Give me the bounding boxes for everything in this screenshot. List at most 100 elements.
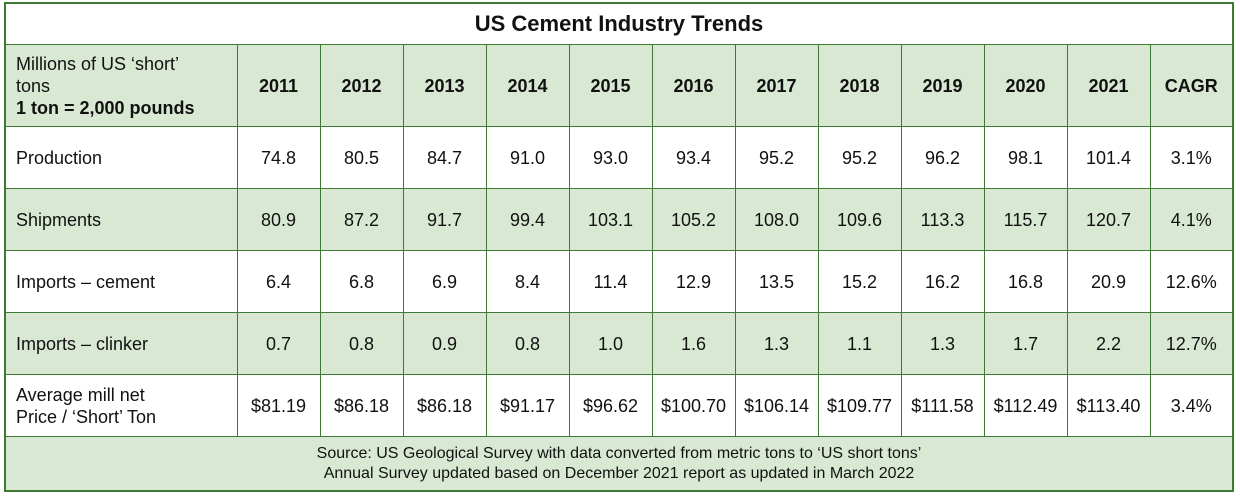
table-body: US Cement Industry Trends Millions of US… bbox=[4, 2, 1234, 492]
row-label-line: Shipments bbox=[16, 209, 102, 230]
cell: 0.8 bbox=[485, 312, 570, 375]
column-header: 2021 bbox=[1066, 44, 1151, 127]
column-header: 2017 bbox=[734, 44, 819, 127]
data-row: Average mill net Price / ‘Short’ Ton $81.1… bbox=[4, 374, 1234, 437]
cell: $96.62 bbox=[568, 374, 653, 437]
cell: 99.4 bbox=[485, 188, 570, 251]
column-header: 2012 bbox=[319, 44, 404, 127]
cell: $112.49 bbox=[983, 374, 1068, 437]
cell: 12.6% bbox=[1149, 250, 1234, 313]
column-header: 2011 bbox=[236, 44, 321, 127]
cell: 12.9 bbox=[651, 250, 736, 313]
cell: 6.9 bbox=[402, 250, 487, 313]
cell: 98.1 bbox=[983, 126, 1068, 189]
cement-table: US Cement Industry Trends Millions of US… bbox=[4, 2, 1234, 492]
column-header: 2016 bbox=[651, 44, 736, 127]
footer-line: Source: US Geological Survey with data c… bbox=[316, 444, 922, 462]
title-row: US Cement Industry Trends bbox=[4, 2, 1234, 45]
cell: 1.1 bbox=[817, 312, 902, 375]
cell: 80.5 bbox=[319, 126, 404, 189]
cell: $106.14 bbox=[734, 374, 819, 437]
data-row: Imports – clinker 0.7 0.8 0.9 0.8 1.0 1.6 1.3 1.… bbox=[4, 312, 1234, 375]
cell: 95.2 bbox=[734, 126, 819, 189]
column-header: 2020 bbox=[983, 44, 1068, 127]
cell: $86.18 bbox=[402, 374, 487, 437]
cell: 1.6 bbox=[651, 312, 736, 375]
cell: 1.3 bbox=[900, 312, 985, 375]
cell: 3.1% bbox=[1149, 126, 1234, 189]
column-header: 2013 bbox=[402, 44, 487, 127]
cell: 91.0 bbox=[485, 126, 570, 189]
cell: 11.4 bbox=[568, 250, 653, 313]
cell: 91.7 bbox=[402, 188, 487, 251]
row-label-line: Production bbox=[16, 147, 103, 168]
cell: $81.19 bbox=[236, 374, 321, 437]
row-label: Shipments bbox=[4, 188, 238, 251]
cell: 113.3 bbox=[900, 188, 985, 251]
cell: 13.5 bbox=[734, 250, 819, 313]
cell: 1.0 bbox=[568, 312, 653, 375]
cell: $86.18 bbox=[319, 374, 404, 437]
cell: 103.1 bbox=[568, 188, 653, 251]
cell: 87.2 bbox=[319, 188, 404, 251]
cell: 2.2 bbox=[1066, 312, 1151, 375]
column-header: 2014 bbox=[485, 44, 570, 127]
corner-line: 1 ton = 2,000 pounds bbox=[16, 97, 195, 118]
cell: 8.4 bbox=[485, 250, 570, 313]
cell: 6.4 bbox=[236, 250, 321, 313]
cell: 16.8 bbox=[983, 250, 1068, 313]
row-label: Imports – clinker bbox=[4, 312, 238, 375]
cell: $109.77 bbox=[817, 374, 902, 437]
cell: 74.8 bbox=[236, 126, 321, 189]
cell: 108.0 bbox=[734, 188, 819, 251]
cell: 12.7% bbox=[1149, 312, 1234, 375]
cell: 109.6 bbox=[817, 188, 902, 251]
data-row: Imports – cement 6.4 6.8 6.9 8.4 11.4 12.9 13.5… bbox=[4, 250, 1234, 313]
cell: 96.2 bbox=[900, 126, 985, 189]
footer-line: Annual Survey updated based on December … bbox=[323, 464, 915, 482]
cell: 16.2 bbox=[900, 250, 985, 313]
data-row: Shipments 80.9 87.2 91.7 99.4 103.1 105.2 108.0… bbox=[4, 188, 1234, 251]
cell: 0.7 bbox=[236, 312, 321, 375]
cell: 93.4 bbox=[651, 126, 736, 189]
row-label-line: Price / ‘Short’ Ton bbox=[16, 406, 157, 427]
cell: $111.58 bbox=[900, 374, 985, 437]
cell: 0.9 bbox=[402, 312, 487, 375]
header-row: Millions of US ‘short’ tons 1 ton = 2,000 … bbox=[4, 44, 1234, 127]
table-title: US Cement Industry Trends bbox=[4, 2, 1234, 45]
cell: 4.1% bbox=[1149, 188, 1234, 251]
row-label-line: Imports – cement bbox=[16, 271, 156, 292]
footer-cell: Source: US Geological Survey with data c… bbox=[4, 436, 1234, 492]
cell: $91.17 bbox=[485, 374, 570, 437]
cell: 15.2 bbox=[817, 250, 902, 313]
column-header: CAGR bbox=[1149, 44, 1234, 127]
column-header: 2015 bbox=[568, 44, 653, 127]
cell: 1.7 bbox=[983, 312, 1068, 375]
footer-row: Source: US Geological Survey with data c… bbox=[4, 436, 1234, 492]
corner-line: Millions of US ‘short’ bbox=[16, 53, 180, 74]
cell: $100.70 bbox=[651, 374, 736, 437]
row-label: Imports – cement bbox=[4, 250, 238, 313]
cell: $113.40 bbox=[1066, 374, 1151, 437]
cell: 101.4 bbox=[1066, 126, 1151, 189]
corner-cell: Millions of US ‘short’ tons 1 ton = 2,000 … bbox=[4, 44, 238, 127]
row-label: Production bbox=[4, 126, 238, 189]
cell: 95.2 bbox=[817, 126, 902, 189]
cell: 105.2 bbox=[651, 188, 736, 251]
cell: 115.7 bbox=[983, 188, 1068, 251]
column-header: 2018 bbox=[817, 44, 902, 127]
cell: 93.0 bbox=[568, 126, 653, 189]
cell: 1.3 bbox=[734, 312, 819, 375]
corner-line: tons bbox=[16, 75, 51, 96]
cell: 6.8 bbox=[319, 250, 404, 313]
cell: 3.4% bbox=[1149, 374, 1234, 437]
cell: 20.9 bbox=[1066, 250, 1151, 313]
column-header: 2019 bbox=[900, 44, 985, 127]
cell: 84.7 bbox=[402, 126, 487, 189]
cell: 80.9 bbox=[236, 188, 321, 251]
row-label-line: Average mill net bbox=[16, 384, 145, 405]
data-row: Production 74.8 80.5 84.7 91.0 93.0 93.4 95.2 95… bbox=[4, 126, 1234, 189]
cell: 120.7 bbox=[1066, 188, 1151, 251]
row-label: Average mill net Price / ‘Short’ Ton bbox=[4, 374, 238, 437]
